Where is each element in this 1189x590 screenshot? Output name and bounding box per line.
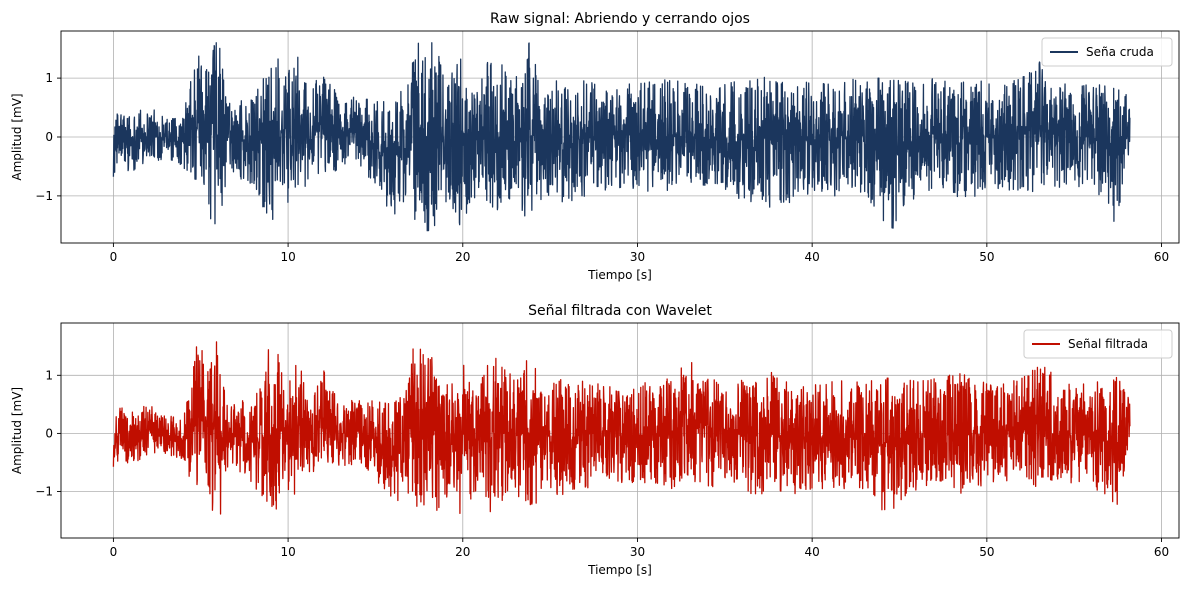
raw-legend-label: Seña cruda bbox=[1086, 45, 1154, 59]
filtered-x-axis-label: Tiempo [s] bbox=[587, 563, 652, 577]
raw-x-tick-label: 10 bbox=[280, 250, 295, 264]
filtered-y-tick-label: −1 bbox=[35, 485, 53, 499]
filtered-series-line bbox=[112, 341, 1131, 515]
filtered-y-tick-label: 0 bbox=[45, 426, 53, 440]
filtered-legend-box bbox=[1023, 329, 1173, 359]
filtered-y-tick-label: 1 bbox=[45, 368, 53, 382]
raw-x-tick-label: 50 bbox=[979, 250, 994, 264]
raw-legend: Seña cruda bbox=[1041, 37, 1173, 67]
raw-signal-panel: 0 10 20 30 40 50 60 −1 0 1 Raw signal: Abriendo y … bbox=[10, 11, 1180, 282]
raw-y-tick-label: 0 bbox=[45, 130, 53, 144]
filtered-signal-panel: 0 10 20 30 40 50 60 −1 0 1 Señal filtrada con Wave… bbox=[10, 303, 1180, 577]
raw-chart-title: Raw signal: Abriendo y cerrando ojos bbox=[490, 11, 750, 27]
filtered-legend-label: Señal filtrada bbox=[1068, 337, 1148, 351]
filtered-legend: Señal filtrada bbox=[1023, 329, 1173, 359]
raw-x-tick-label: 20 bbox=[455, 250, 470, 264]
filtered-axes-frame bbox=[60, 322, 1180, 539]
filtered-y-axis-label: Amplitud [mV] bbox=[10, 387, 24, 474]
raw-x-tick-label: 40 bbox=[805, 250, 820, 264]
filtered-x-tick-label: 50 bbox=[979, 545, 994, 559]
filtered-x-tick-label: 40 bbox=[805, 545, 820, 559]
filtered-x-tick-label: 30 bbox=[630, 545, 645, 559]
raw-legend-box bbox=[1041, 37, 1173, 67]
raw-x-tick-label: 30 bbox=[630, 250, 645, 264]
raw-y-tick-label: −1 bbox=[35, 189, 53, 203]
raw-x-axis-label: Tiempo [s] bbox=[587, 268, 652, 282]
raw-x-tick-label: 60 bbox=[1154, 250, 1169, 264]
filtered-x-tick-label: 10 bbox=[280, 545, 295, 559]
raw-y-tick-label: 1 bbox=[45, 71, 53, 85]
filtered-chart-title: Señal filtrada con Wavelet bbox=[528, 303, 712, 319]
raw-y-axis-label: Amplitud [mV] bbox=[10, 93, 24, 180]
raw-series-line bbox=[112, 42, 1131, 232]
filtered-x-tick-label: 20 bbox=[455, 545, 470, 559]
filtered-x-tick-label: 60 bbox=[1154, 545, 1169, 559]
filtered-x-tick-label: 0 bbox=[110, 545, 118, 559]
raw-x-tick-label: 0 bbox=[110, 250, 118, 264]
